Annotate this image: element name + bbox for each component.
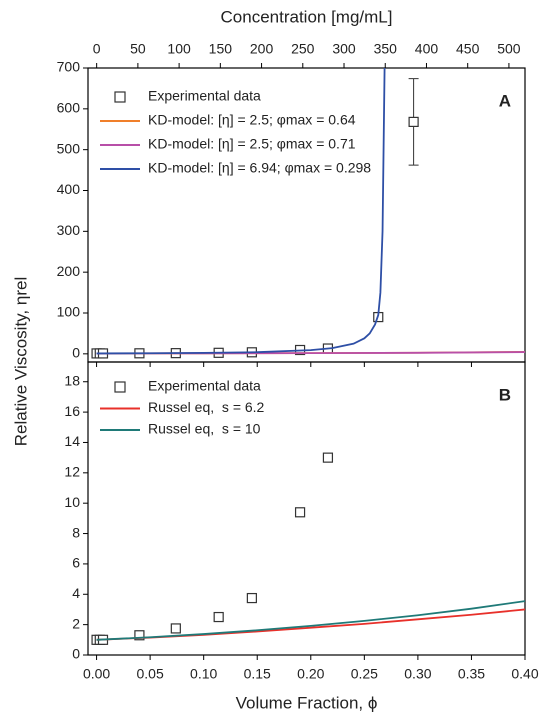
x2-tick-label: 250 [291,41,315,57]
x-tick-label: 0.20 [297,666,324,682]
data-point [213,611,224,623]
x-tick-label: 0.10 [190,666,217,682]
y-tick-label: 6 [72,555,80,571]
x2-tick-label: 200 [250,41,274,57]
x2-tick-label: 500 [497,41,521,57]
y-tick-label: 10 [64,494,80,510]
legend-label: KD-model: [η] = 6.94; φmax = 0.298 [148,160,371,176]
legend-label: KD-model: [η] = 2.5; φmax = 0.64 [148,112,356,128]
legend-swatch [114,91,126,103]
x-tick-label: 0.00 [83,666,110,682]
data-point [322,452,334,463]
data-point [246,592,257,604]
legend-swatch [114,381,126,393]
y-tick-label: 600 [57,100,81,116]
x2-tick-label: 350 [374,41,398,57]
y-tick-label: 400 [57,181,81,197]
plot-frame [87,361,526,656]
legend-label: Experimental data [148,378,261,394]
y-tick-label: 2 [72,615,80,631]
x-tick-label: 0.30 [404,666,431,682]
series-line [96,608,525,641]
panel-label: B [499,385,511,404]
y-tick-label: 700 [57,59,81,75]
data-point [294,507,306,518]
y-tick-label: 4 [72,585,80,601]
y-tick-label: 200 [57,263,81,279]
x2-tick-label: 150 [209,41,233,57]
data-point [408,116,419,128]
data-point [170,623,181,634]
x2-tick-label: 450 [456,41,480,57]
series-line [96,68,386,355]
y-tick-label: 300 [57,222,81,238]
x-tick-label: 0.40 [511,666,538,682]
x-tick-label: 0.35 [458,666,485,682]
y-tick-label: 14 [64,433,80,449]
y-tick-label: 16 [64,403,80,419]
data-point [134,630,145,641]
x-tick-label: 0.05 [136,666,163,682]
y-axis-title: Relative Viscosity, ηrel [11,277,30,446]
x-tick-label: 0.25 [351,666,378,682]
x2-tick-label: 0 [93,41,101,57]
y-tick-label: 100 [57,304,81,320]
y-tick-label: 18 [64,372,80,388]
x2-tick-label: 300 [332,41,356,57]
legend-label: Russel eq, s = 6.2 [148,399,265,415]
x2-tick-label: 50 [130,41,146,57]
y-tick-label: 12 [64,464,80,480]
panel-label: A [499,91,511,110]
x2-axis-title: Concentration [mg/mL] [221,7,393,26]
y-tick-label: 500 [57,140,81,156]
legend-label: Russel eq, s = 10 [148,421,261,437]
x2-tick-label: 400 [415,41,439,57]
legend-label: KD-model: [η] = 2.5; φmax = 0.71 [148,136,356,152]
series-line [96,600,525,641]
plot-area [91,68,525,359]
y-tick-label: 0 [72,345,80,361]
y-tick-label: 0 [72,646,80,662]
x-tick-label: 0.15 [244,666,271,682]
y-tick-label: 8 [72,524,80,540]
x2-tick-label: 100 [167,41,191,57]
x-axis-title: Volume Fraction, ϕ [236,693,378,712]
plot-area [91,452,525,645]
legend-label: Experimental data [148,88,261,104]
